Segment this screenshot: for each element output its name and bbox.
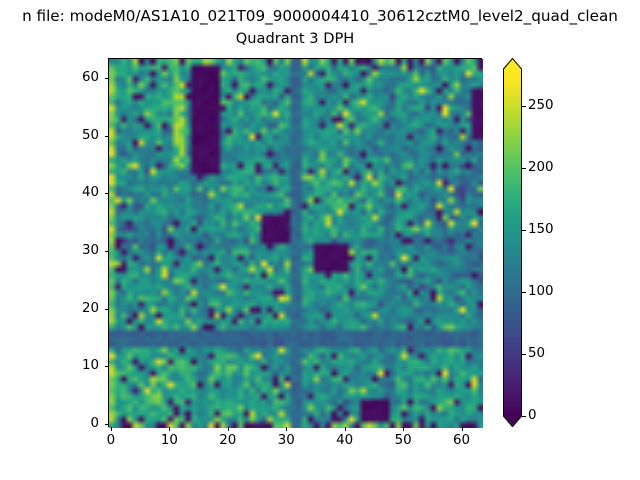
x-tick-label: 0 [106, 433, 116, 448]
x-tick-mark [227, 427, 229, 431]
colorbar-tick-mark [522, 106, 526, 108]
x-tick-mark [169, 427, 171, 431]
y-tick-mark [104, 193, 108, 195]
y-tick-label: 20 [81, 300, 99, 316]
x-tick-label: 50 [394, 433, 412, 448]
figure-suptitle: n file: modeM0/AS1A10_021T09_9000004410_… [22, 7, 618, 25]
colorbar-tick-label: 200 [528, 160, 554, 176]
x-tick-label: 30 [277, 433, 295, 448]
x-tick-label: 60 [453, 433, 471, 448]
x-tick-label: 10 [160, 433, 178, 448]
y-tick-mark [104, 78, 108, 80]
y-tick-mark [104, 251, 108, 253]
heatmap-axes[interactable] [108, 58, 483, 428]
colorbar-tick-label: 250 [528, 98, 554, 114]
colorbar-tick-mark [522, 354, 526, 356]
y-tick-mark [104, 308, 108, 310]
y-tick-label: 40 [81, 185, 99, 201]
x-tick-mark [403, 427, 405, 431]
x-tick-mark [344, 427, 346, 431]
y-tick-label: 60 [81, 70, 99, 86]
y-tick-label: 10 [81, 358, 99, 374]
colorbar-tick-mark [522, 292, 526, 294]
colorbar-tick-label: 150 [528, 222, 554, 238]
colorbar-tick-mark [522, 168, 526, 170]
colorbar-tick-mark [522, 230, 526, 232]
heatmap-image[interactable] [109, 59, 483, 428]
colorbar-tick-label: 0 [528, 408, 537, 423]
colorbar-tick-label: 50 [528, 346, 546, 362]
colorbar-gradient[interactable] [503, 58, 522, 427]
colorbar[interactable] [503, 58, 522, 427]
y-tick-label: 30 [81, 243, 99, 259]
y-tick-label: 50 [81, 127, 99, 143]
colorbar-tick-label: 100 [528, 284, 554, 300]
y-tick-mark [104, 424, 108, 426]
y-tick-mark [104, 366, 108, 368]
x-tick-mark [110, 427, 112, 431]
colorbar-tick-mark [522, 416, 526, 417]
x-tick-label: 40 [336, 433, 354, 448]
y-tick-mark [104, 135, 108, 137]
x-tick-mark [461, 427, 463, 431]
x-tick-label: 20 [219, 433, 237, 448]
y-tick-label: 0 [90, 416, 99, 432]
x-tick-mark [286, 427, 288, 431]
page-title: Quadrant 3 DPH [235, 30, 355, 47]
